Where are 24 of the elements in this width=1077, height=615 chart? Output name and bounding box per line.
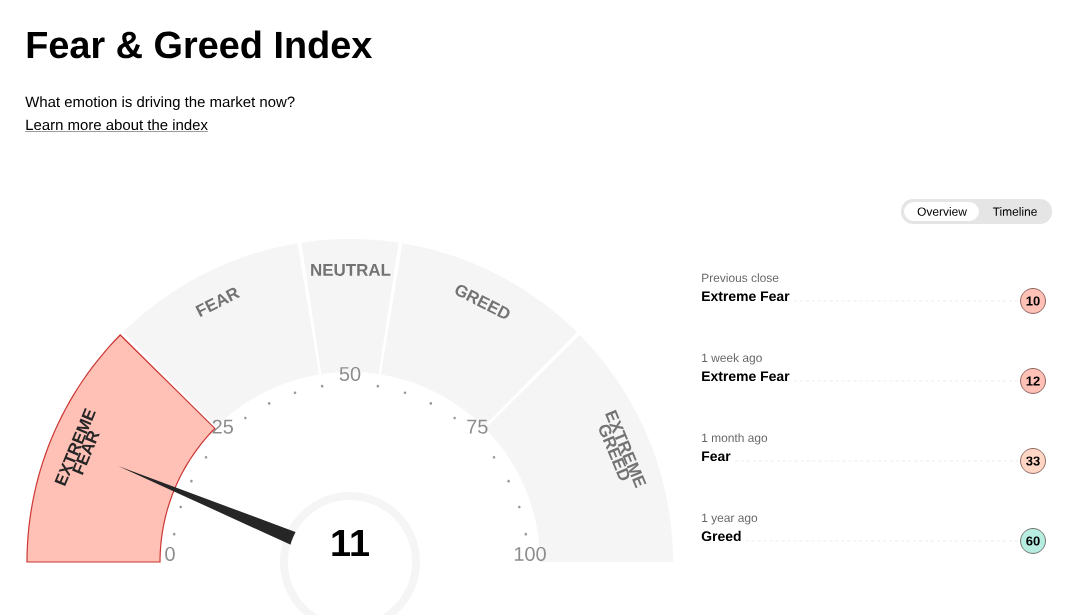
category-label: 1 year ago (702, 513, 758, 525)
text: Overview (917, 207, 967, 216)
chart-title: Fear & Greed Index (27, 30, 373, 59)
text: Timeline (992, 207, 1037, 216)
chart-subtitle: What emotion is driving the market now? (25, 96, 295, 111)
text: 0 (165, 546, 175, 562)
data-label: 10 (1026, 296, 1040, 306)
category-label: Previous close (702, 273, 779, 283)
text: Greed (701, 530, 741, 542)
data-label: 60 (1026, 536, 1040, 546)
data-label: 12 (1026, 376, 1040, 386)
text: 25 (212, 419, 233, 434)
text: 50 (339, 366, 361, 382)
text: 11 (332, 529, 369, 557)
data-label: 33 (1026, 456, 1040, 466)
category-label: 1 month ago (702, 433, 768, 445)
text: Extreme Fear (702, 291, 790, 302)
text: Fear (702, 451, 731, 462)
text: Extreme Fear (702, 371, 790, 382)
slice-label: NEUTRAL (311, 264, 391, 276)
text: 75 (467, 419, 488, 434)
category-label: 1 week ago (702, 353, 762, 365)
text: Learn more about the index (26, 119, 208, 131)
text: 100 (514, 546, 546, 562)
